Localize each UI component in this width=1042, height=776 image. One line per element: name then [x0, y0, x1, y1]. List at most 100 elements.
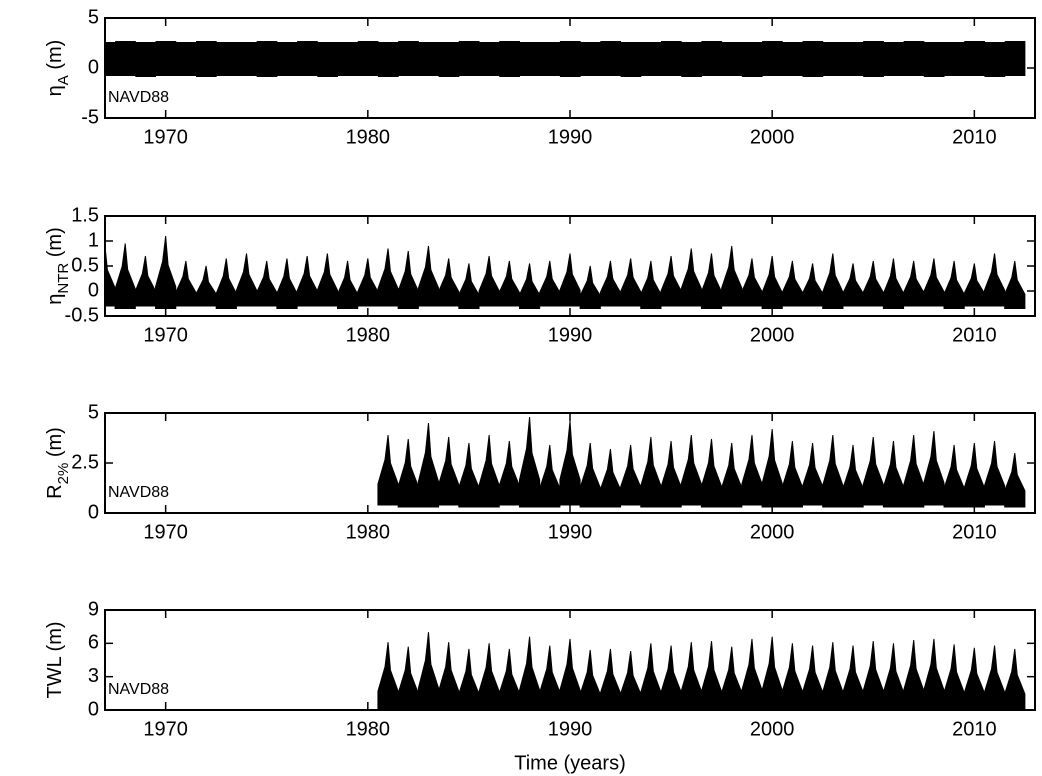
range-spike	[781, 643, 803, 710]
range-spike	[882, 258, 905, 309]
range-spike	[842, 444, 864, 508]
data-layer	[377, 416, 1026, 508]
range-spike	[822, 642, 844, 710]
range-spike	[539, 645, 561, 710]
range-band	[175, 42, 197, 76]
range-spike	[903, 434, 925, 508]
range-spike	[721, 646, 743, 710]
range-spike	[680, 642, 702, 710]
range-spike	[518, 416, 541, 508]
range-spike	[923, 258, 945, 307]
range-spike	[761, 428, 783, 508]
range-spike	[882, 643, 905, 710]
x-tick-label: 1970	[143, 521, 188, 543]
range-spike	[397, 250, 419, 309]
range-spike	[640, 260, 662, 309]
y-tick-label: 5	[88, 401, 99, 423]
range-spike	[660, 645, 682, 710]
x-axis-label: Time (years)	[514, 752, 625, 774]
x-tick-label: 2000	[750, 521, 795, 543]
range-band	[741, 42, 763, 77]
range-spike	[518, 636, 541, 710]
x-tick-label: 1970	[143, 126, 188, 148]
range-band	[842, 42, 864, 76]
range-spike	[478, 643, 500, 710]
range-spike	[983, 440, 1006, 506]
range-spike	[539, 444, 561, 508]
range-band	[923, 42, 945, 77]
range-spike	[337, 260, 359, 309]
range-spike	[458, 648, 480, 710]
range-spike	[862, 260, 884, 307]
range-band	[721, 42, 743, 76]
range-spike	[943, 644, 965, 710]
range-band	[236, 42, 258, 76]
range-spike	[478, 255, 500, 307]
range-band	[681, 42, 702, 77]
range-band	[499, 41, 520, 77]
range-band	[903, 41, 925, 76]
range-band	[863, 41, 884, 77]
range-spike	[498, 648, 520, 710]
range-band	[701, 41, 723, 76]
range-spike	[620, 444, 642, 506]
range-spike	[721, 442, 743, 508]
range-spike	[458, 263, 480, 309]
x-tick-label: 1970	[143, 324, 188, 346]
range-spike	[741, 434, 763, 506]
range-spike	[923, 430, 945, 506]
range-spike	[721, 245, 743, 307]
annotation: NAVD88	[108, 681, 169, 698]
x-tick-label: 1990	[548, 324, 593, 346]
range-spike	[802, 442, 824, 506]
range-band	[195, 41, 217, 77]
range-band	[782, 42, 803, 76]
y-tick-label: 1.5	[71, 204, 99, 226]
range-spike	[842, 645, 864, 710]
range-band	[276, 42, 298, 76]
range-spike	[518, 263, 541, 309]
range-band	[115, 41, 136, 76]
range-band	[883, 42, 905, 76]
range-spike	[862, 436, 884, 506]
range-spike	[882, 440, 905, 508]
data-layer	[105, 235, 1026, 309]
range-band	[438, 42, 460, 77]
range-spike	[599, 648, 622, 710]
y-axis-label-part: A	[55, 75, 72, 85]
range-spike	[377, 434, 399, 506]
range-spike	[822, 434, 844, 508]
y-tick-label: 0	[88, 698, 99, 720]
range-band	[357, 41, 379, 76]
y-tick-label: 0	[88, 501, 99, 523]
range-band	[984, 42, 1006, 77]
range-spike	[781, 440, 803, 508]
x-tick-label: 1980	[346, 324, 391, 346]
x-tick-label: 2000	[750, 324, 795, 346]
y-tick-label: 5	[88, 6, 99, 28]
range-spike	[1004, 452, 1026, 508]
range-spike	[377, 248, 399, 307]
range-spike	[620, 258, 642, 307]
x-tick-label: 2000	[750, 718, 795, 740]
data-layer	[105, 41, 1026, 77]
y-axis-label-part: (m)	[44, 40, 66, 76]
range-spike	[963, 442, 985, 508]
range-spike	[842, 263, 864, 307]
range-spike	[943, 444, 965, 508]
range-spike	[458, 442, 480, 508]
range-band	[216, 42, 237, 76]
range-band	[559, 41, 581, 77]
range-spike	[417, 245, 440, 307]
range-spike	[215, 258, 237, 309]
range-spike	[579, 649, 601, 710]
range-spike	[539, 260, 561, 307]
y-tick-label: -0.5	[65, 304, 99, 326]
range-spike	[660, 255, 682, 307]
range-spike	[438, 436, 460, 506]
range-spike	[923, 638, 945, 710]
y-tick-label: 9	[88, 598, 99, 620]
y-axis-label-part: TWL (m)	[44, 621, 66, 698]
y-axis-label-part: NTR	[55, 263, 72, 294]
range-spike	[599, 448, 622, 508]
